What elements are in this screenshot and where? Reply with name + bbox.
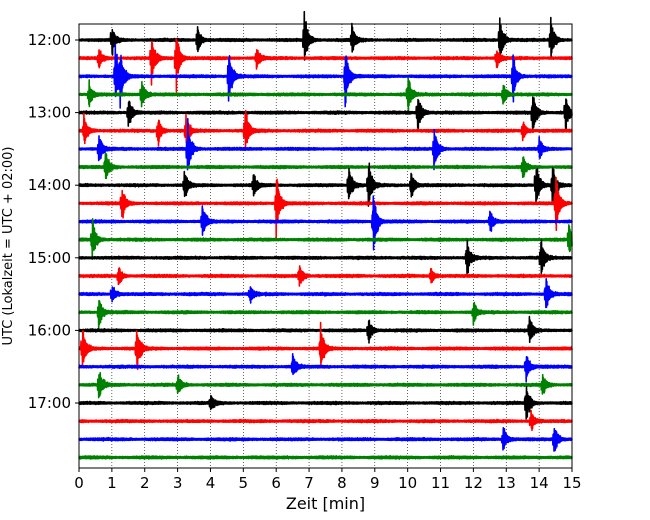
trace-1630	[78, 352, 573, 383]
trace-1600	[78, 315, 573, 344]
x-tick-label: 12	[464, 474, 483, 492]
trace-1515	[78, 265, 573, 287]
x-axis: 0 1 2 3 4 5 6 7 8 9 10 11 12 13 14 15	[74, 468, 582, 492]
trace-1615	[78, 321, 573, 371]
x-tick-label: 3	[173, 474, 183, 492]
trace-1445	[78, 218, 573, 261]
x-tick-label: 1	[107, 474, 117, 492]
trace-1245	[78, 77, 573, 115]
y-axis: 12:00 13:00 14:00 15:00 16:00 17:00	[28, 31, 79, 412]
trace-1545	[78, 299, 573, 330]
x-tick-label: 6	[271, 474, 281, 492]
x-tick-label: 4	[206, 474, 216, 492]
x-tick-label: 13	[497, 474, 516, 492]
plot-frame	[78, 23, 573, 469]
x-tick-label: 2	[140, 474, 150, 492]
trace-1700	[78, 386, 573, 420]
x-tick-label: 15	[562, 474, 581, 492]
trace-1330	[78, 117, 573, 171]
trace-1315	[78, 109, 573, 152]
y-tick-label: 15:00	[28, 249, 71, 267]
x-tick-label: 8	[337, 474, 347, 492]
x-tick-label: 5	[239, 474, 249, 492]
trace-1500	[78, 239, 573, 275]
trace-1345	[78, 152, 573, 180]
trace-1230	[78, 43, 573, 109]
trace-1415	[78, 176, 573, 240]
x-tick-label: 11	[431, 474, 450, 492]
trace-1715	[78, 409, 573, 432]
y-tick-label: 13:00	[28, 104, 71, 122]
trace-1200	[78, 10, 573, 61]
x-tick-label: 0	[74, 474, 84, 492]
y-tick-label: 12:00	[28, 31, 71, 49]
x-tick-label: 9	[370, 474, 380, 492]
trace-1430	[78, 195, 573, 251]
x-tick-label: 10	[398, 474, 417, 492]
x-axis-label: Zeit [min]	[286, 494, 365, 513]
trace-1730	[78, 426, 573, 452]
y-tick-label: 14:00	[28, 176, 71, 194]
x-tick-label: 7	[304, 474, 314, 492]
y-tick-label: 16:00	[28, 321, 71, 339]
grid-lines	[111, 24, 540, 468]
x-tick-label: 14	[530, 474, 549, 492]
trace-1300	[78, 96, 573, 131]
traces	[78, 10, 573, 461]
trace-1215	[78, 38, 573, 93]
trace-1400	[78, 162, 573, 207]
trace-1745	[78, 454, 573, 461]
trace-1530	[78, 277, 573, 309]
trace-1645	[78, 371, 573, 399]
y-tick-label: 17:00	[28, 394, 71, 412]
y-axis-label: UTC (Lokalzeit = UTC + 02:00)	[1, 147, 16, 346]
